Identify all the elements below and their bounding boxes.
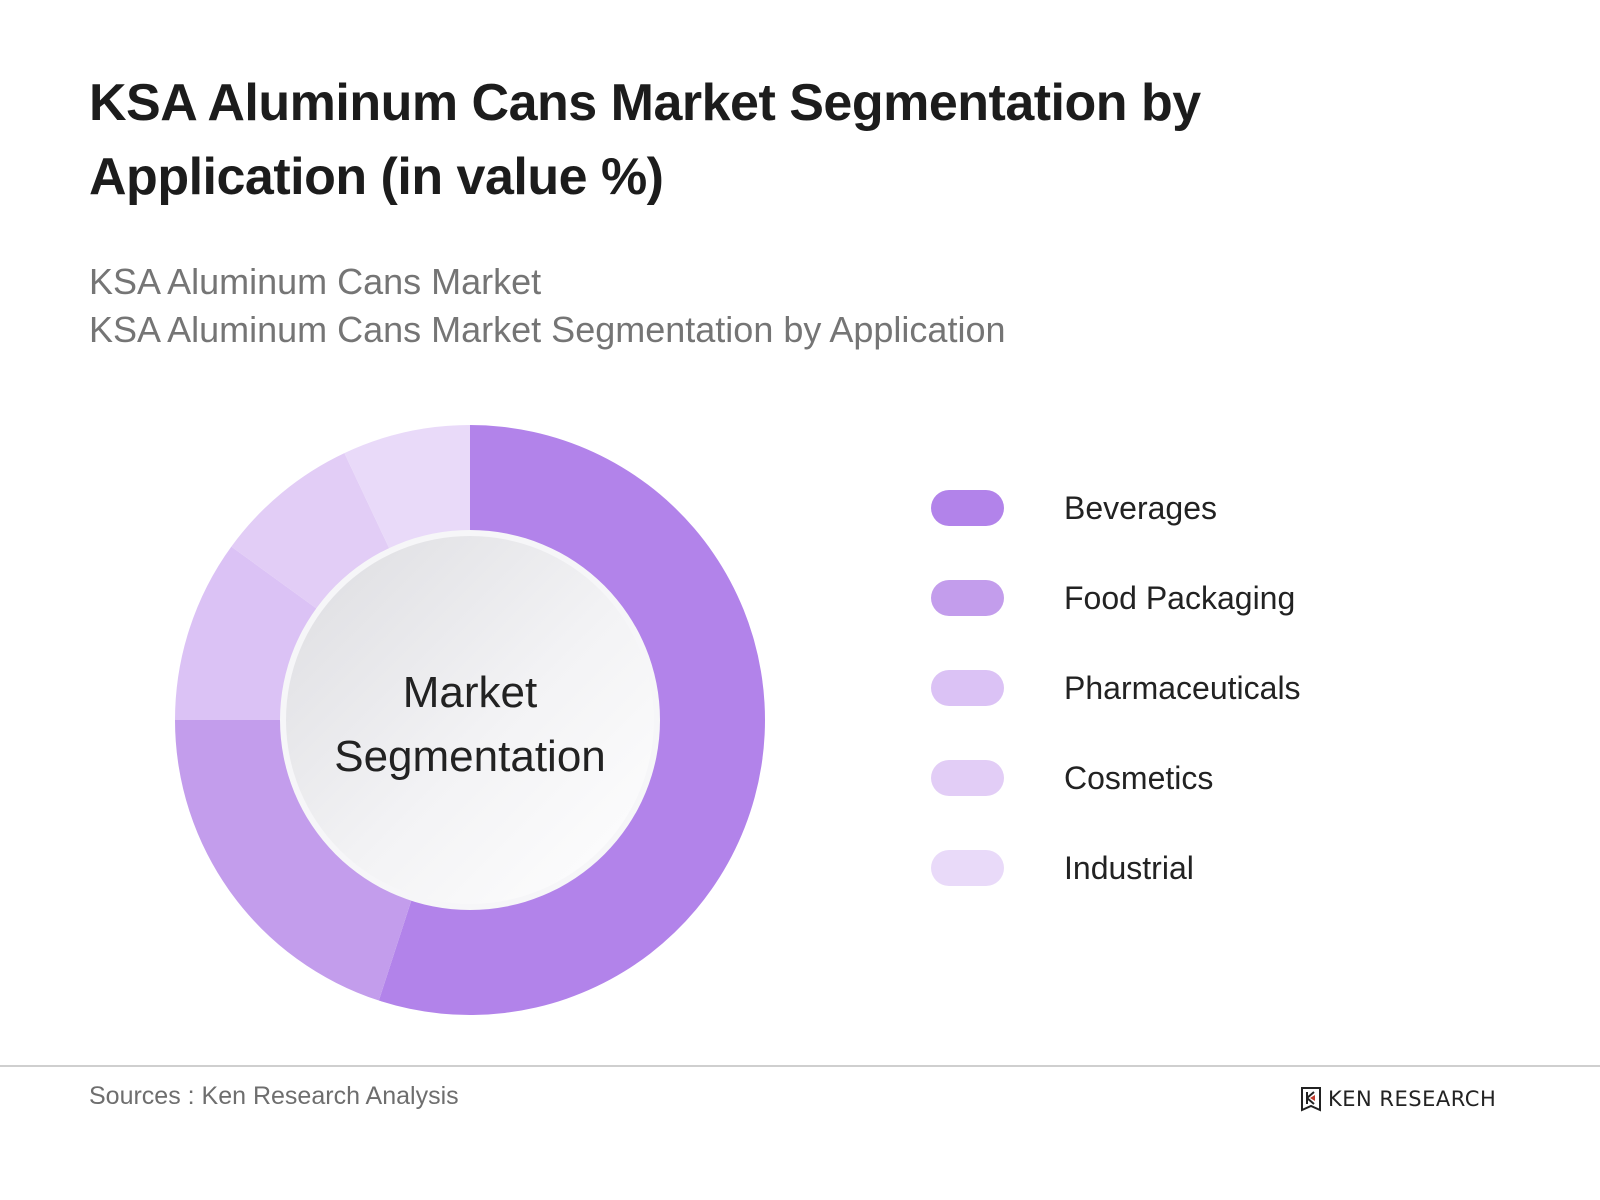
legend-swatch (931, 760, 1004, 796)
legend-item-beverages[interactable]: Beverages (931, 490, 1301, 526)
chart-subtitle: KSA Aluminum Cans Market KSA Aluminum Ca… (89, 258, 1006, 354)
legend-item-industrial[interactable]: Industrial (931, 850, 1301, 886)
legend-swatch (931, 490, 1004, 526)
legend-label: Beverages (1064, 489, 1217, 526)
brand-logo: KEN RESEARCH (1300, 1086, 1496, 1112)
legend-item-food-packaging[interactable]: Food Packaging (931, 580, 1301, 616)
source-note: Sources : Ken Research Analysis (89, 1082, 459, 1110)
legend-label: Cosmetics (1064, 759, 1214, 796)
legend-swatch (931, 580, 1004, 616)
ken-research-logo-icon (1301, 1087, 1321, 1112)
brand-name: KEN RESEARCH (1328, 1087, 1497, 1111)
legend-label: Pharmaceuticals (1064, 669, 1301, 706)
legend-item-pharmaceuticals[interactable]: Pharmaceuticals (931, 670, 1301, 706)
slice-beverages[interactable] (378, 425, 766, 1016)
legend-label: Food Packaging (1064, 579, 1296, 616)
slice-food-packaging[interactable] (175, 720, 412, 1001)
slice-cosmetics[interactable] (231, 453, 390, 610)
chart-title: KSA Aluminum Cans Market Segmentation by… (89, 74, 1201, 206)
donut-chart-svg (175, 425, 766, 1016)
subtitle-line-1: KSA Aluminum Cans Market (89, 261, 542, 302)
chart-legend: Beverages Food Packaging Pharmaceuticals… (931, 490, 1301, 940)
slice-industrial[interactable] (344, 425, 470, 550)
legend-swatch (931, 670, 1004, 706)
subtitle-line-2: KSA Aluminum Cans Market Segmentation by… (89, 309, 1006, 350)
center-circle (286, 536, 654, 904)
legend-swatch (931, 850, 1004, 886)
legend-label: Industrial (1064, 849, 1194, 886)
donut-chart: Market Segmentation (170, 425, 770, 1025)
legend-item-cosmetics[interactable]: Cosmetics (931, 760, 1301, 796)
slice-pharmaceuticals[interactable] (175, 546, 318, 720)
donut-slices (175, 425, 766, 1016)
footer-divider (0, 1065, 1600, 1067)
